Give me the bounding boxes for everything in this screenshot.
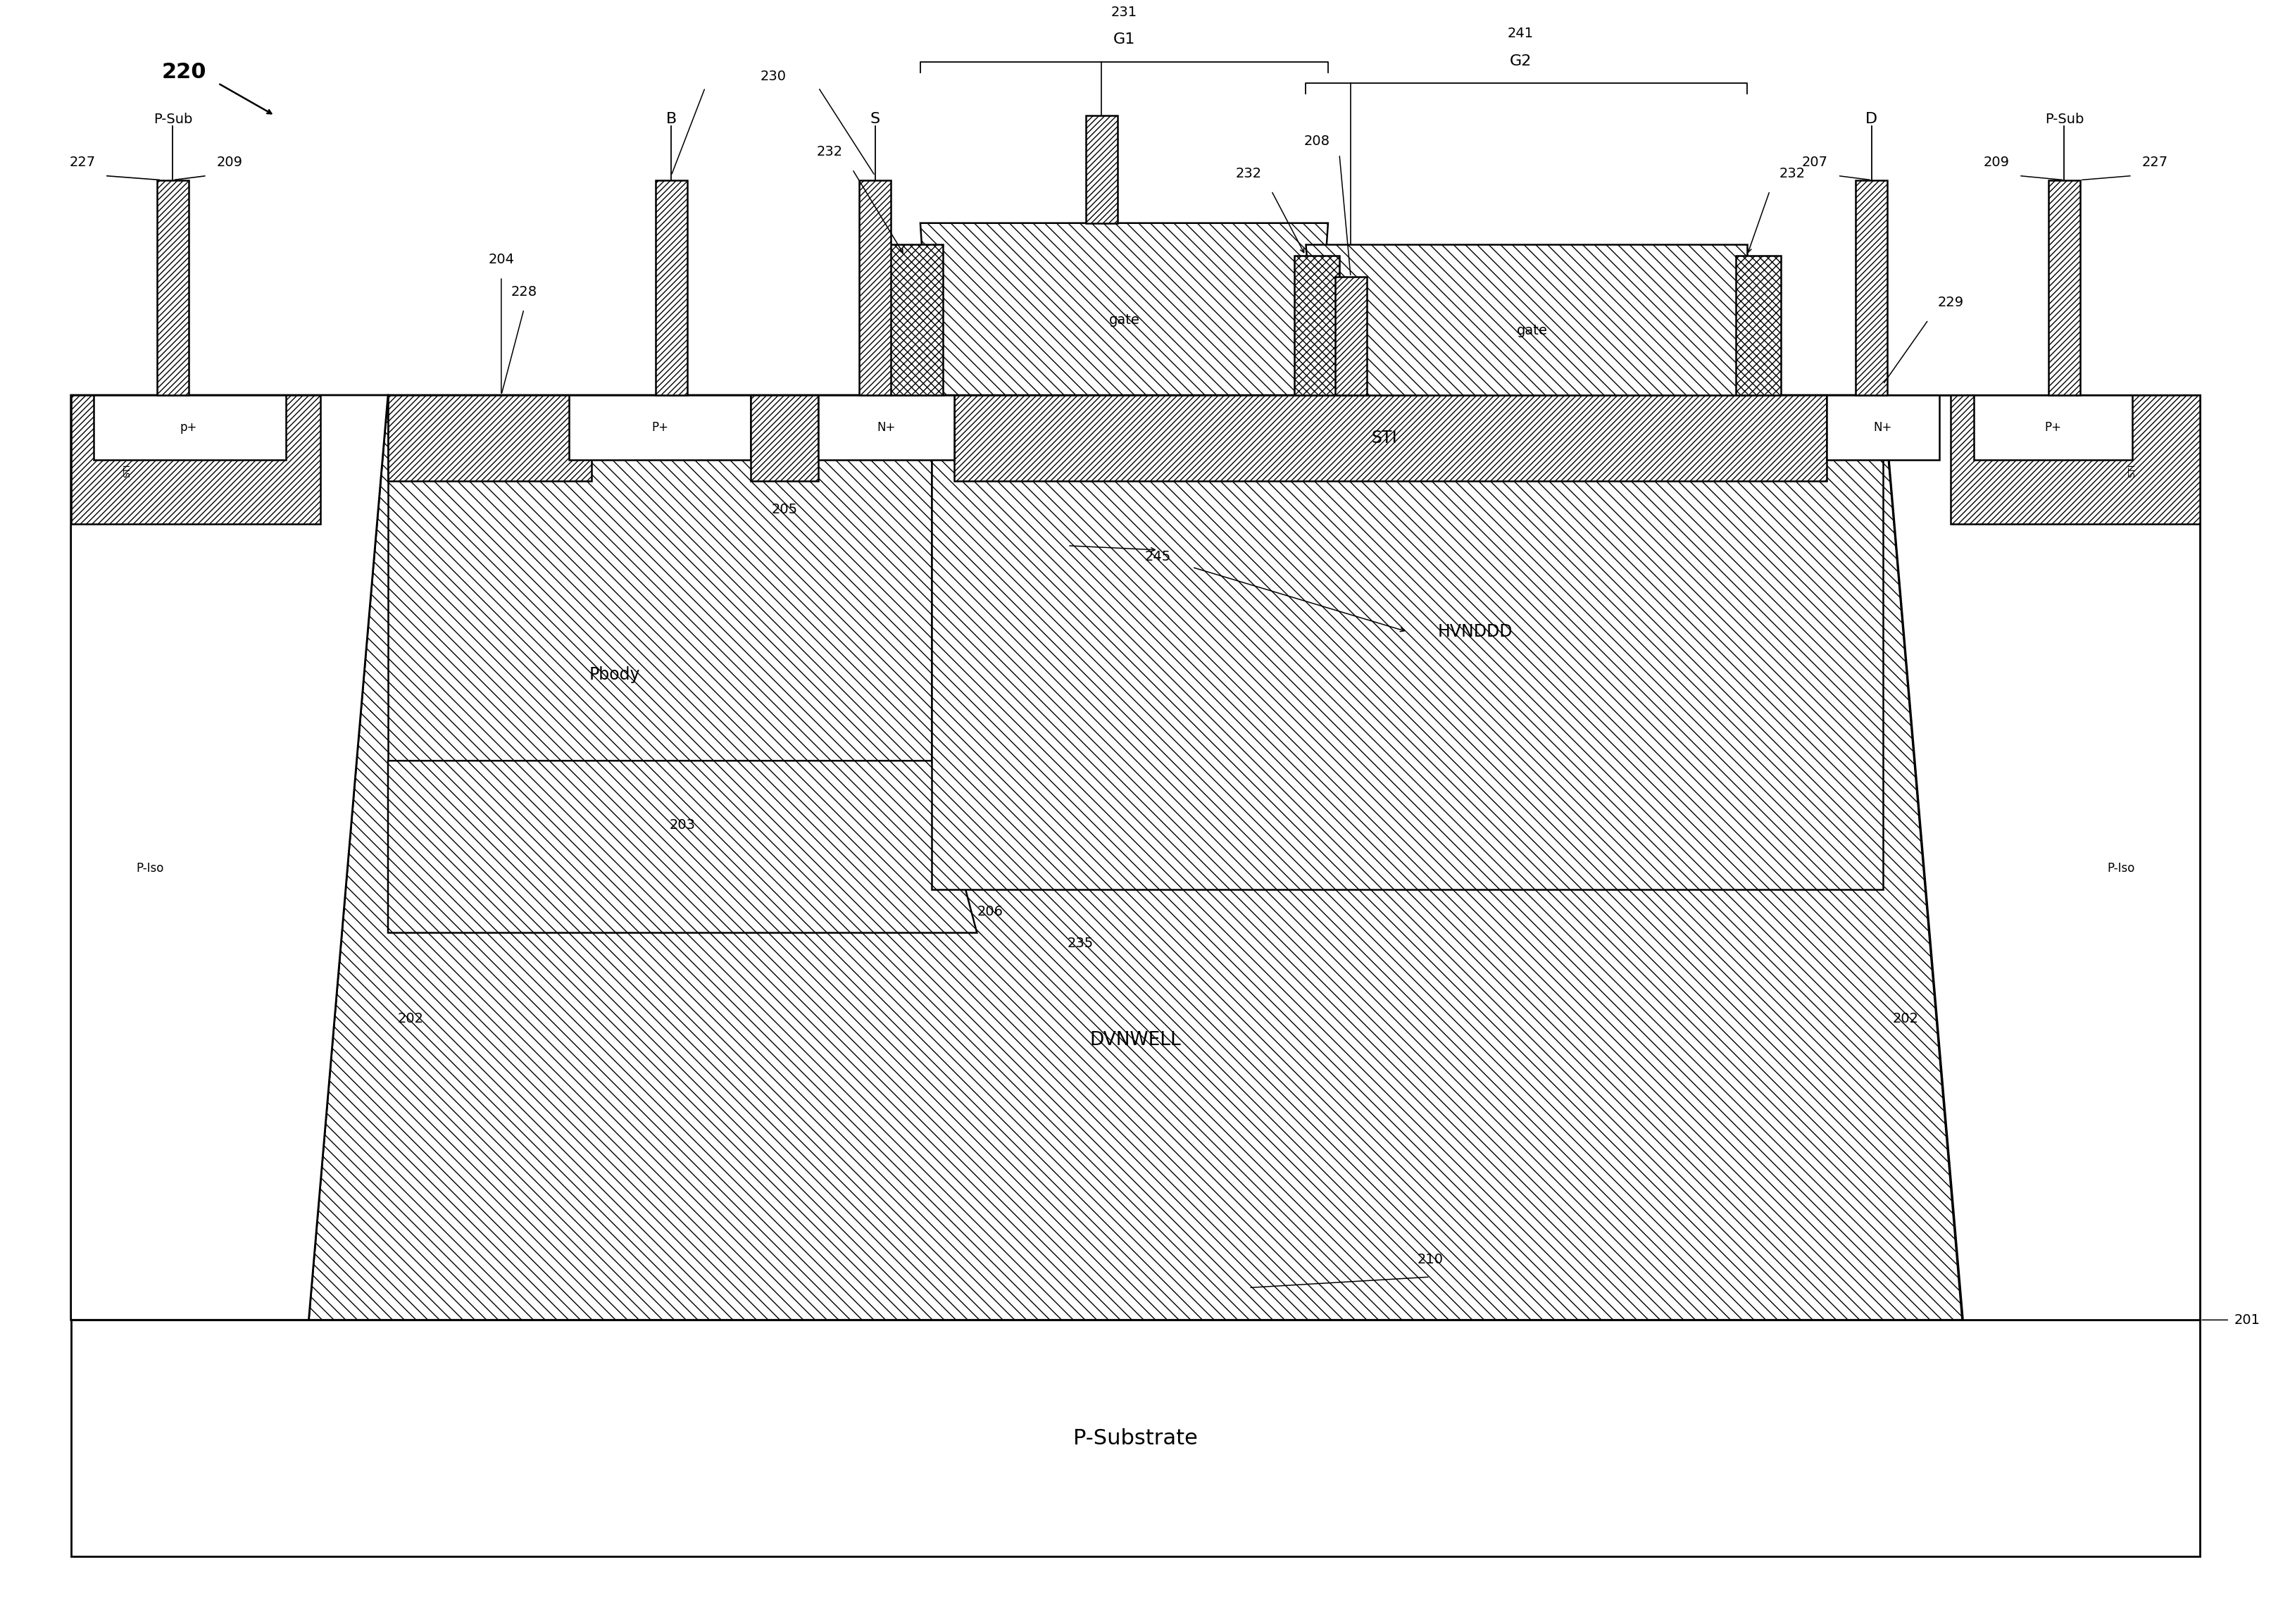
Polygon shape (931, 395, 1883, 890)
Text: STI: STI (2128, 463, 2137, 477)
Text: 206: 206 (977, 905, 1004, 918)
Text: STI: STI (1372, 430, 1397, 447)
Text: 229: 229 (1937, 296, 1964, 309)
Text: 232: 232 (1778, 167, 1805, 180)
Bar (2048, 180, 2080, 395)
Text: STI: STI (123, 463, 132, 477)
Polygon shape (309, 395, 1962, 1320)
Bar (157, 180, 188, 395)
Bar (656, 180, 688, 395)
Text: 208: 208 (1304, 135, 1331, 148)
Text: Pbody: Pbody (588, 666, 640, 684)
Text: 241: 241 (1508, 28, 1533, 41)
Bar (954, 395, 1826, 481)
Polygon shape (1883, 395, 2201, 1320)
Text: 205: 205 (772, 503, 797, 516)
Text: 209: 209 (216, 156, 243, 169)
Polygon shape (388, 760, 977, 932)
Text: 201: 201 (2235, 1314, 2260, 1327)
Text: 245: 245 (1145, 551, 1172, 564)
Text: D: D (1867, 112, 1878, 127)
Text: p+: p+ (179, 421, 198, 434)
Text: 209: 209 (1983, 156, 2010, 169)
Text: 230: 230 (761, 70, 786, 83)
Text: P-Iso: P-Iso (2107, 862, 2135, 875)
Text: P-Sub: P-Sub (2044, 114, 2085, 127)
Text: 228: 228 (511, 284, 536, 299)
Text: HVNDDD: HVNDDD (1438, 624, 1512, 640)
Text: P-Sub: P-Sub (154, 114, 193, 127)
Text: 232: 232 (818, 145, 843, 159)
Text: S: S (870, 112, 879, 127)
Polygon shape (920, 222, 1329, 395)
Bar (388, 395, 593, 481)
Text: 220: 220 (161, 62, 207, 83)
Bar (1086, 115, 1117, 222)
Text: 203: 203 (670, 818, 695, 831)
Text: 207: 207 (1801, 156, 1828, 169)
Text: 231: 231 (1111, 5, 1138, 19)
Bar (1826, 395, 1939, 460)
Text: G2: G2 (1510, 54, 1531, 68)
Bar (93, 395, 286, 460)
Bar (1735, 255, 1780, 395)
Text: 235: 235 (1067, 937, 1095, 950)
Text: 232: 232 (1235, 167, 1263, 180)
Text: DVNWELL: DVNWELL (1090, 1031, 1181, 1049)
Text: P-Substrate: P-Substrate (1074, 1427, 1197, 1449)
Bar (1294, 255, 1340, 395)
Bar (749, 395, 818, 481)
Text: P+: P+ (2044, 421, 2062, 434)
Text: N+: N+ (877, 421, 895, 434)
Bar (1951, 395, 2201, 525)
Bar (818, 395, 954, 460)
Bar (1335, 276, 1367, 395)
Text: P+: P+ (652, 421, 668, 434)
Text: 210: 210 (1417, 1252, 1442, 1267)
Bar (70, 395, 2201, 1320)
Text: 227: 227 (68, 156, 95, 169)
Bar (1973, 395, 2132, 460)
Text: N+: N+ (1874, 421, 1892, 434)
Text: B: B (665, 112, 677, 127)
Text: gate: gate (1108, 313, 1140, 326)
Text: 227: 227 (2142, 156, 2169, 169)
Bar (886, 245, 942, 395)
Text: 202: 202 (1892, 1012, 1919, 1025)
Bar (858, 180, 890, 395)
Polygon shape (70, 395, 388, 1320)
Bar (70, 395, 320, 525)
Text: gate: gate (1517, 323, 1547, 338)
Bar (70, 1320, 2201, 1556)
Text: P-Iso: P-Iso (136, 862, 164, 875)
Bar (1855, 180, 1887, 395)
Text: 204: 204 (488, 253, 513, 266)
Bar (570, 395, 749, 460)
Text: G1: G1 (1113, 32, 1136, 47)
Text: 202: 202 (397, 1012, 425, 1025)
Polygon shape (388, 395, 931, 760)
Polygon shape (1306, 245, 1746, 395)
